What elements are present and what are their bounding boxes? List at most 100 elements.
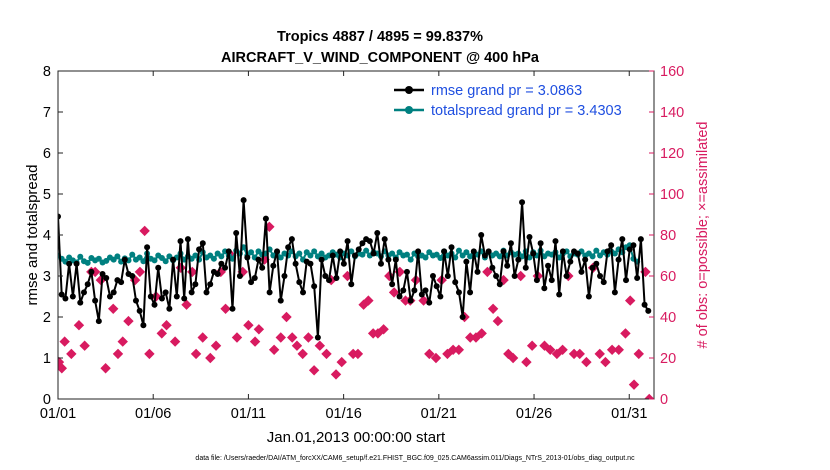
obs-assimilated-marker [526,340,538,351]
rmse-point [199,240,206,247]
rmse-point [203,289,210,296]
totalspread-point [359,251,366,258]
obs-assimilated-marker [545,344,556,356]
totalspread-point [496,253,503,260]
rmse-point [385,256,392,263]
obs-assimilated-marker [287,332,298,343]
rmse-point [630,242,637,249]
obs-assimilated-marker [210,340,222,351]
y-right-tick-label: 140 [660,105,684,121]
rmse-point [533,277,540,284]
rmse-point [615,256,622,263]
y-left-tick-label: 5 [43,187,51,203]
obs-assimilated-marker [378,324,389,335]
y-right-tick-label: 80 [660,228,676,244]
obs-assimilated-marker [190,348,202,360]
totalspread-point [363,247,370,254]
obs-assimilated-marker [492,315,504,327]
rmse-point [285,244,292,251]
rmse-point [619,236,626,243]
rmse-point [604,248,611,255]
obs-assimilated-marker [220,303,231,315]
obs-assimilated-marker [470,332,482,343]
obs-assimilated-marker [291,340,303,351]
rmse-point [229,305,236,312]
obs-assimilated-marker [253,324,265,335]
obs-assimilated-marker [363,295,374,306]
rmse-point [526,234,533,241]
obs-assimilated-marker [161,319,172,331]
obs-assimilated-marker [197,332,208,343]
rmse-point [69,293,76,300]
rmse-point [585,293,592,300]
obs-assimilated-marker [574,348,585,360]
rmse-point [522,264,529,271]
rmse-point [255,256,262,263]
obs-assimilated-marker [59,336,70,347]
totalspread-point [422,254,429,261]
obs-assimilated-marker [424,348,435,360]
rmse-point [84,281,91,288]
rmse-point [641,301,648,308]
totalspread-point [162,258,169,265]
x-axis-label: Jan.01,2013 00:00:00 start [267,429,446,446]
legend-totalspread-label: totalspread grand pr = 3.4303 [431,103,622,119]
rmse-point [147,293,154,300]
rmse-point [296,279,303,286]
rmse-point [563,273,570,279]
legend-rmse-label: rmse grand pr = 3.0863 [431,83,582,99]
totalspread-point [407,256,414,263]
rmse-point [459,314,466,320]
y-right-tick-label: 160 [660,64,684,80]
rmse-point [214,270,221,277]
x-tick-label: 01/21 [421,406,457,422]
obs-assimilated-marker [581,356,592,368]
rmse-point [103,275,110,282]
obs-assimilated-marker [594,348,605,360]
obs-assimilated-marker [117,336,128,347]
rmse-point [574,250,581,257]
rmse-point [355,246,362,253]
obs-assimilated-marker [314,340,326,351]
y-left-tick-label: 8 [43,64,51,80]
rmse-point [144,244,151,251]
obs-assimilated-marker [330,369,342,380]
rmse-point [481,252,488,259]
totalspread-point [277,254,284,261]
rmse-point [352,252,359,259]
y-right-tick-label: 40 [660,310,676,326]
rmse-point [329,252,336,259]
rmse-point [400,287,407,294]
obs-assimilated-marker [281,311,292,323]
y-left-tick-label: 6 [43,146,51,162]
obs-assimilated-marker [58,363,68,374]
rmse-point [530,250,537,257]
obs-assimilated-marker [297,348,308,360]
rmse-point [433,283,440,290]
x-tick-label: 01/11 [231,406,266,422]
rmse-point [634,275,641,282]
rmse-point [99,270,106,277]
rmse-point [478,232,485,238]
rmse-point [132,297,139,304]
rmse-point [311,283,318,290]
obs-assimilated-marker [181,299,192,310]
legend-rmse-marker [405,86,413,94]
obs-assimilated-marker [79,340,90,351]
rmse-point [448,244,455,251]
rmse-point [281,273,288,279]
rmse-point [389,281,396,288]
rmse-point [162,289,169,296]
obs-assimilated-marker [205,352,216,364]
rmse-point [426,299,433,306]
rmse-point [645,307,652,314]
chart-title-line2: AIRCRAFT_V_WIND_COMPONENT @ 400 hPa [221,50,540,66]
obs-assimilated-marker [521,356,532,368]
rmse-point [552,238,559,245]
rmse-point [233,229,240,236]
rmse-point [188,289,195,296]
rmse-point [600,279,607,286]
rmse-point [467,289,474,296]
rmse-point [545,262,552,269]
